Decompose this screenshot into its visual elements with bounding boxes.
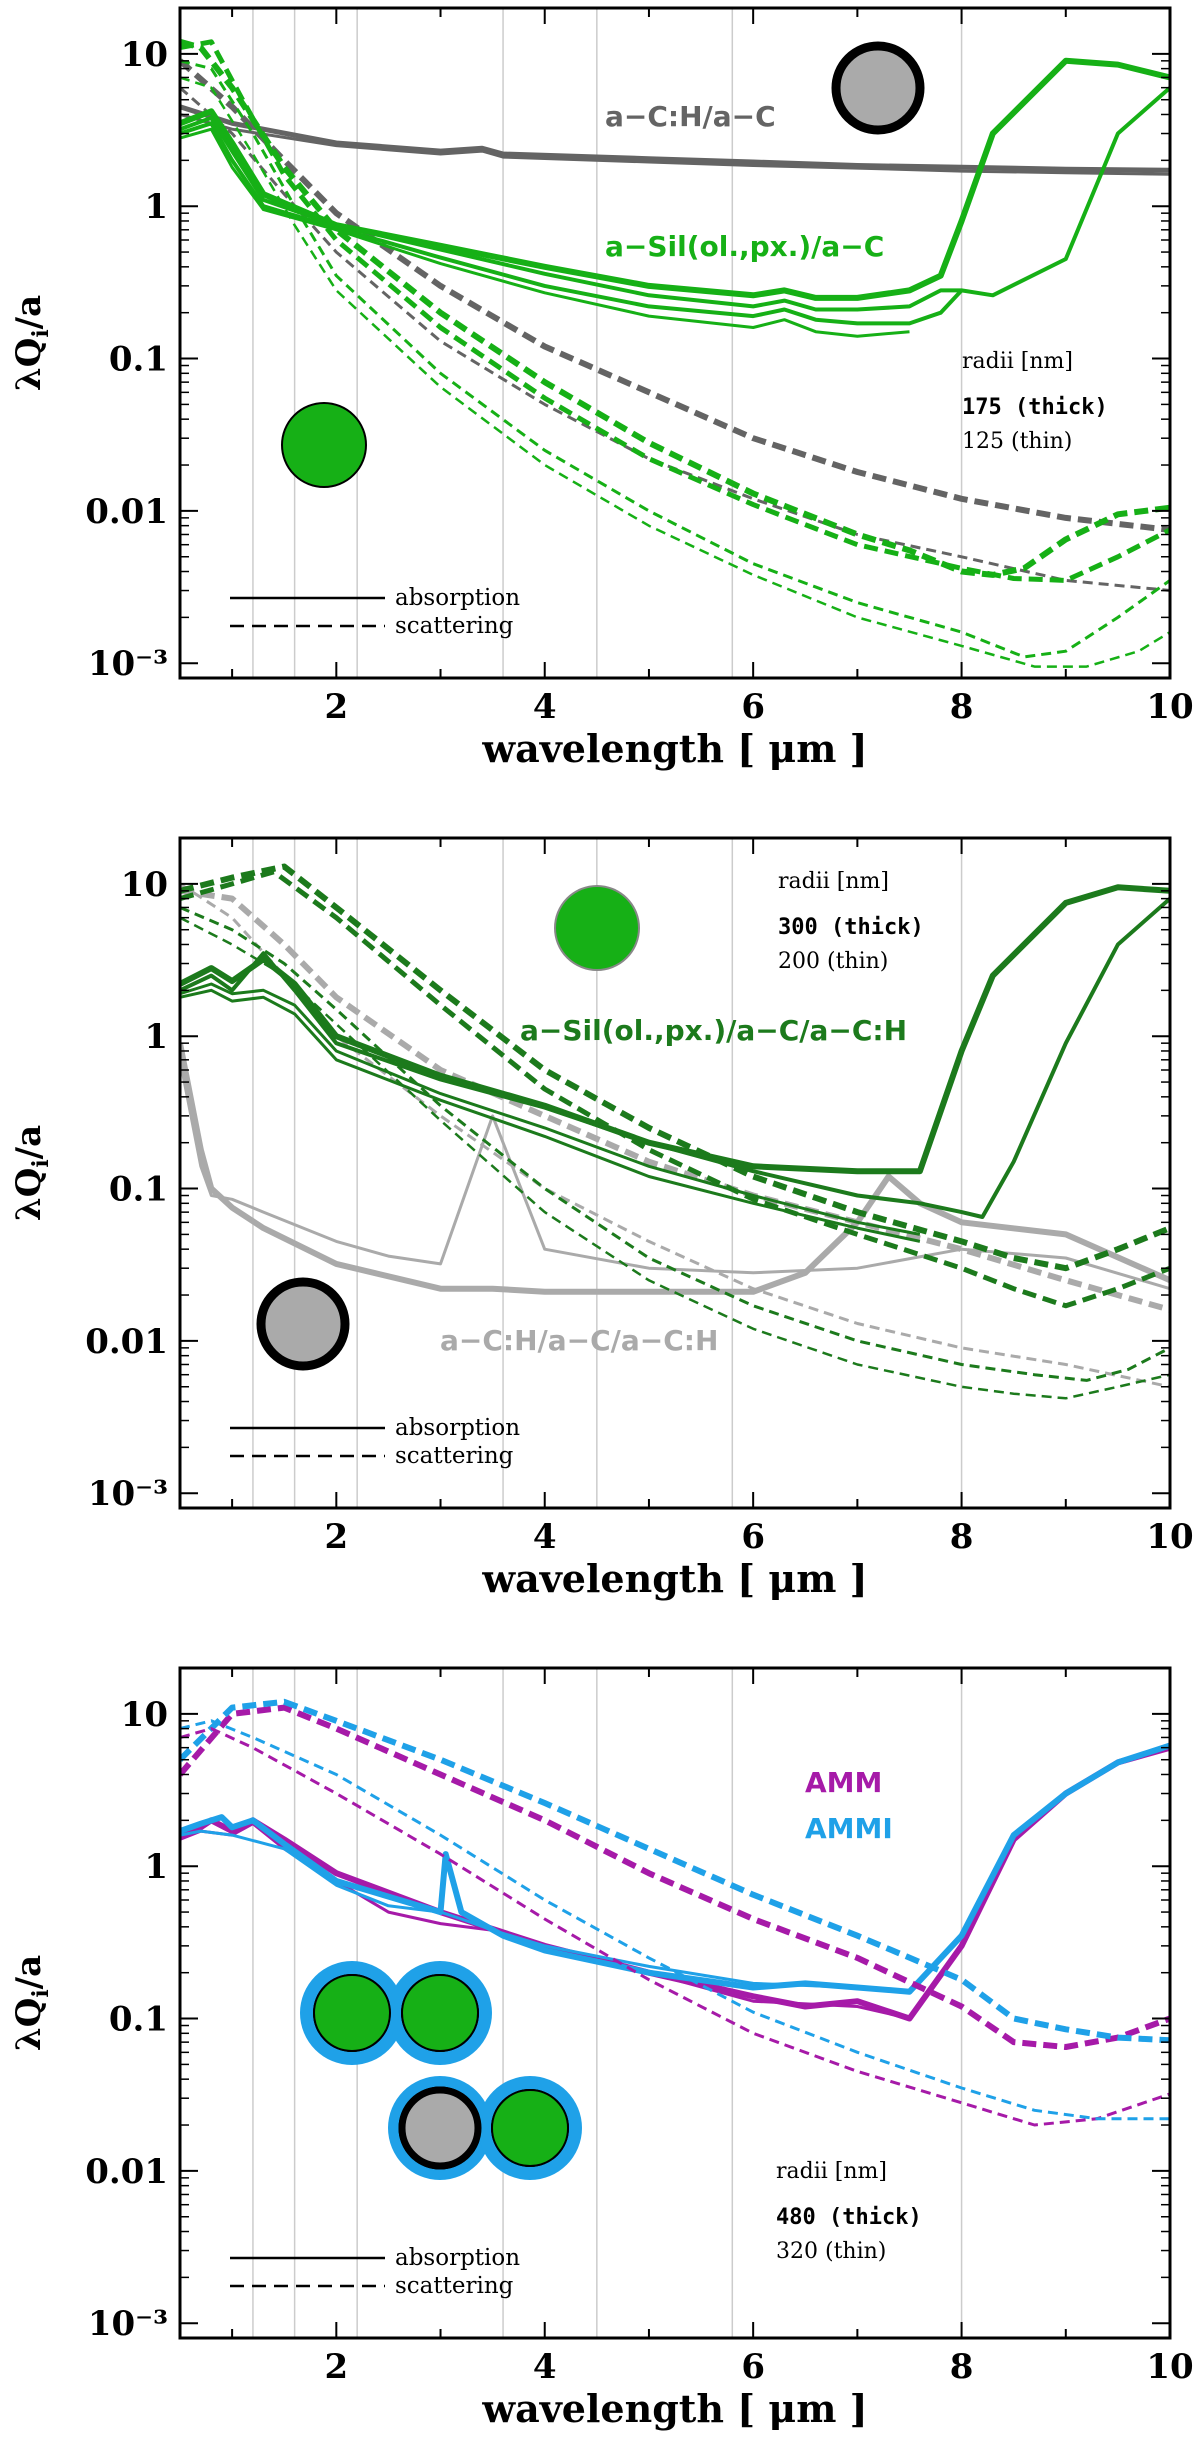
series-line (180, 86, 1170, 312)
y-tick-label: 10 (121, 865, 168, 905)
legend-absorption: absorption (395, 2245, 520, 2271)
x-tick-label: 10 (1146, 2347, 1193, 2387)
radii-thick: 300 (thick) (778, 915, 924, 940)
series-line (180, 1698, 1170, 2044)
x-axis-title: wavelength [ μm ] (481, 2386, 867, 2431)
silicate-grain-icon (554, 885, 640, 971)
series-line (180, 127, 910, 338)
y-tick-label: 10 (121, 35, 168, 75)
series-line (180, 1822, 910, 2020)
silicate-core-icon (491, 2089, 569, 2167)
x-axis-title: wavelength [ μm ] (481, 726, 867, 771)
series-line (180, 59, 1170, 659)
series-label: a−Sil(ol.,px.)/a−C/a−C:H (520, 1014, 907, 1047)
x-tick-label: 8 (950, 1517, 974, 1557)
series-label: a−C:H/a−C/a−C:H (440, 1324, 718, 1357)
series-group (180, 38, 1170, 668)
radii-thick: 480 (thick) (776, 2205, 922, 2230)
x-tick-label: 6 (741, 1517, 765, 1557)
radii-thick: 175 (thick) (962, 395, 1108, 420)
x-tick-label: 4 (533, 687, 557, 727)
x-tick-label: 8 (950, 2347, 974, 2387)
series-line (180, 916, 1170, 1400)
x-tick-label: 6 (741, 2347, 765, 2387)
legend-absorption: absorption (395, 1415, 520, 1441)
series-line (180, 1829, 858, 1989)
x-tick-label: 2 (324, 2347, 348, 2387)
series-line (180, 869, 1170, 1309)
silicate-core-icon (401, 1974, 479, 2052)
plot-frame (178, 6, 1172, 680)
series-label: AMMI (805, 1812, 893, 1845)
series-label: a−Sil(ol.,px.)/a−C (605, 230, 884, 263)
y-tick-label: 0.01 (85, 1322, 168, 1362)
plot-frame (178, 1666, 1172, 2340)
chart-panel-1: 2 4 6 8 10 10 1 0.1 0.01 10⁻³ wavelength [ μm ] λQi… (9, 6, 1194, 771)
legend-absorption: absorption (395, 585, 520, 611)
x-tick-label: 6 (741, 687, 765, 727)
radii-title: radii [nm] (962, 349, 1073, 374)
y-tick-label: 1 (144, 1017, 168, 1057)
carbon-core-icon (398, 2086, 482, 2170)
y-axis-title: λQi/a (9, 1125, 54, 1221)
y-axis-title: λQi/a (9, 1955, 54, 2051)
radii-thin: 320 (thin) (776, 2239, 886, 2264)
carbon-grain-icon (256, 1277, 350, 1371)
plot-frame (178, 836, 1172, 1510)
y-tick-label: 10⁻³ (88, 644, 168, 684)
series-line (180, 887, 1170, 1313)
radii-title: radii [nm] (778, 869, 889, 894)
series-line (180, 121, 964, 326)
y-tick-label: 10⁻³ (88, 1474, 168, 1514)
radii-title: radii [nm] (776, 2159, 887, 2184)
x-tick-label: 4 (533, 2347, 557, 2387)
series-line (180, 906, 1170, 1382)
x-tick-label: 4 (533, 1517, 557, 1557)
silicate-grain-icon (281, 402, 367, 488)
carbon-grain-icon (831, 41, 925, 135)
silicate-core-icon (313, 1974, 391, 2052)
y-axis-title: λQi/a (9, 295, 54, 391)
x-tick-label: 2 (324, 687, 348, 727)
legend-scattering: scattering (395, 1443, 514, 1469)
series-line (180, 76, 1170, 668)
series-line (180, 38, 1170, 578)
y-tick-label: 0.1 (109, 340, 168, 380)
series-label: a−C:H/a−C (605, 100, 776, 133)
series-line (180, 1719, 1170, 2121)
series-line (180, 39, 1170, 583)
x-tick-label: 2 (324, 1517, 348, 1557)
x-tick-label: 8 (950, 687, 974, 727)
legend-scattering: scattering (395, 2273, 514, 2299)
series-line (180, 1704, 1170, 2050)
series-group (180, 863, 1170, 1400)
series-line (180, 882, 1170, 1389)
radii-thin: 125 (thin) (962, 429, 1072, 454)
series-line (180, 1059, 1170, 1291)
y-tick-label: 0.1 (109, 2000, 168, 2040)
series-line (180, 57, 1170, 301)
series-line (180, 1727, 1170, 2127)
series-label: AMM (805, 1766, 882, 1799)
series-line (180, 86, 1170, 592)
y-tick-label: 1 (144, 187, 168, 227)
y-tick-label: 10 (121, 1695, 168, 1735)
x-tick-label: 10 (1146, 687, 1193, 727)
chart-panel-3: 2 4 6 8 10 10 1 0.1 0.01 10⁻³ wavelength [ μm ] λQi… (9, 1666, 1194, 2431)
legend-scattering: scattering (395, 613, 514, 639)
series-line (180, 863, 1170, 1272)
x-tick-label: 10 (1146, 1517, 1193, 1557)
y-tick-label: 0.1 (109, 1170, 168, 1210)
y-tick-label: 0.01 (85, 492, 168, 532)
x-axis-title: wavelength [ μm ] (481, 1556, 867, 1601)
series-group (180, 1698, 1170, 2127)
radii-thin: 200 (thin) (778, 949, 888, 974)
y-tick-label: 0.01 (85, 2152, 168, 2192)
chart-panel-2: 2 4 6 8 10 10 1 0.1 0.01 10⁻³ wavelength [ μm ] λQi… (9, 836, 1194, 1601)
y-tick-label: 1 (144, 1847, 168, 1887)
y-tick-label: 10⁻³ (88, 2304, 168, 2344)
series-line (180, 1742, 1170, 1995)
